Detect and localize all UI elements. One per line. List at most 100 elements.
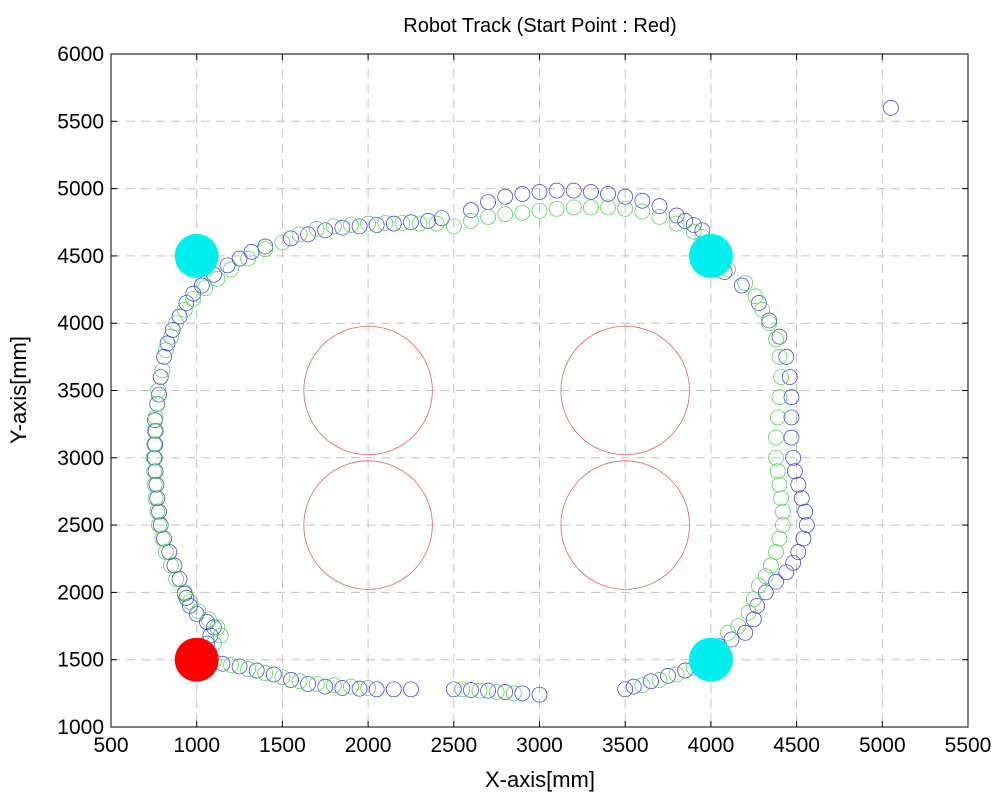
track_b-point: [651, 209, 668, 225]
track_a-point: [761, 312, 778, 329]
track_b-point: [771, 476, 788, 493]
obstacle-circle: [303, 325, 433, 456]
track_b-point: [223, 261, 239, 278]
track_b-point: [257, 241, 274, 258]
track_a-point: [161, 544, 178, 560]
track_b-point: [343, 217, 359, 233]
track_a-point: [403, 214, 419, 231]
waypoint-marker: [688, 233, 733, 278]
track_b-point: [768, 544, 784, 560]
track_a-point: [778, 349, 795, 365]
track_b-point: [769, 463, 786, 480]
track_a-point: [617, 681, 634, 698]
track_b-point: [154, 530, 171, 547]
track_b-point: [240, 250, 256, 267]
y-tick-label: 1500: [57, 649, 104, 672]
track_a-point: [785, 554, 802, 571]
track_b-point: [308, 676, 325, 692]
track_b-point: [745, 591, 762, 607]
track_a-point: [668, 207, 685, 224]
track_a-point: [787, 463, 803, 480]
track_b-point: [209, 619, 226, 636]
x-tick-label: 4000: [688, 734, 735, 757]
track_a-point: [283, 672, 299, 688]
y-tick-label: 1000: [57, 716, 104, 739]
track_a-point: [265, 666, 282, 683]
y-tick-label: 6000: [57, 43, 104, 66]
track_b-point: [176, 301, 193, 318]
track_b-point: [668, 215, 685, 232]
track_a-point: [231, 658, 248, 675]
track_b-point: [488, 684, 505, 700]
waypoint-marker: [174, 233, 219, 278]
track_a-point: [677, 213, 694, 229]
start-point-marker: [174, 637, 219, 682]
track_b-point: [157, 342, 174, 358]
track_a-point: [181, 598, 198, 614]
track_b-point: [157, 544, 174, 560]
obstacle-circle: [303, 460, 433, 590]
track_a-point: [783, 409, 800, 426]
track_a-point: [199, 614, 215, 630]
track_b-point: [428, 215, 445, 232]
track_a-point: [797, 503, 814, 520]
y-tick-label: 2000: [57, 581, 104, 604]
track_b-point: [747, 288, 764, 305]
track_b-point: [775, 503, 791, 520]
track_a-point: [600, 186, 616, 202]
track_b-point: [720, 624, 736, 641]
y-tick-label: 3000: [57, 447, 104, 470]
track_a-point: [159, 335, 176, 352]
track_b-point: [531, 202, 548, 219]
track_b-point: [771, 389, 788, 406]
track_a-point: [685, 217, 702, 233]
track_b-point: [146, 449, 162, 466]
track_a-point: [799, 517, 815, 533]
track_b-point: [147, 409, 164, 426]
track_b-point: [445, 218, 462, 235]
track_b-point: [505, 685, 522, 702]
track_a-point: [317, 678, 334, 695]
track_b-point: [274, 234, 291, 251]
track_b-point: [471, 682, 488, 699]
track_a-point: [433, 210, 450, 227]
chart-title: Robot Track (Start Point : Red): [403, 15, 676, 37]
track_a-point: [785, 449, 802, 466]
track_a-point: [166, 557, 183, 574]
track_a-point: [176, 585, 193, 602]
track_b-point: [768, 331, 784, 348]
track_a-point: [445, 681, 462, 698]
track_b-point: [176, 584, 193, 601]
track_b-point: [634, 203, 651, 220]
track_b-point: [761, 315, 778, 332]
track_a-point: [883, 99, 899, 116]
track_b-point: [200, 611, 217, 628]
x-tick-label: 3000: [516, 734, 563, 757]
track_a-point: [643, 673, 659, 690]
track_a-point: [283, 230, 299, 247]
track_b-point: [463, 213, 479, 229]
track_a-point: [531, 686, 548, 703]
track_a-point: [625, 678, 642, 695]
track_a-point: [768, 573, 784, 590]
x-tick-label: 500: [93, 734, 128, 757]
track_b-point: [617, 200, 634, 217]
track_a-point: [617, 188, 634, 205]
track_b-point: [583, 199, 599, 216]
track_b-point: [257, 665, 274, 682]
track_b-point: [147, 490, 164, 507]
track_a-point: [514, 685, 531, 702]
track_b-point: [197, 280, 214, 297]
track_b-point: [149, 396, 165, 412]
track_b-point: [163, 557, 179, 574]
track_a-point: [385, 681, 402, 698]
track_b-point: [146, 436, 163, 453]
track_b-point: [730, 618, 747, 634]
track_a-point: [385, 215, 402, 232]
track_b-point: [168, 315, 184, 332]
track_a-point: [178, 589, 195, 606]
track_b-point: [394, 215, 411, 231]
track_b-point: [150, 382, 166, 399]
track_b-point: [757, 568, 774, 585]
track_a-point: [243, 244, 260, 260]
